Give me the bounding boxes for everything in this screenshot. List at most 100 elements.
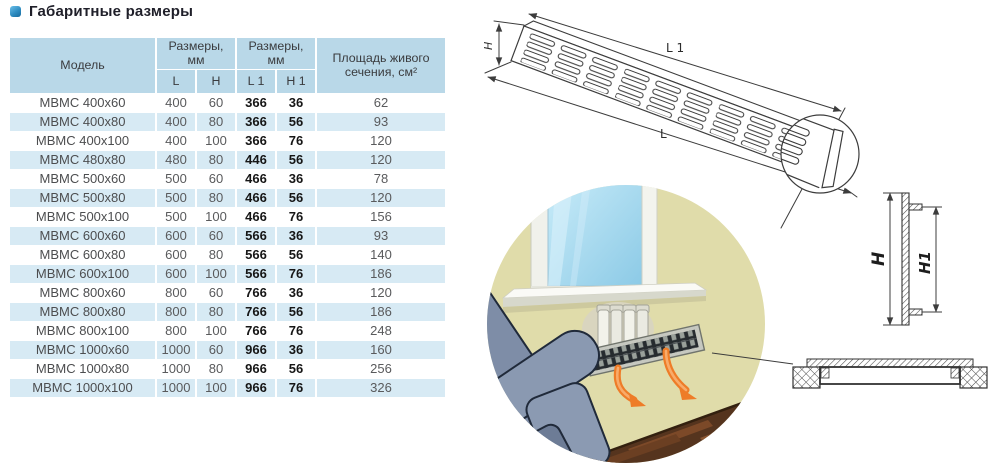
cell-area: 93 (317, 226, 446, 245)
iso-grille-drawing: H L 1 L (482, 13, 860, 229)
cell-l: 600 (157, 226, 195, 245)
cell-l: 800 (165, 323, 187, 339)
table-row: МВМС 1000x100 1000 100 966 76 326 (10, 378, 446, 397)
section-header: Габаритные размеры (10, 3, 193, 20)
cell-l1: 566 (237, 226, 276, 245)
table-row: МВМС 480x80 480 80 446 56 120 (10, 150, 446, 169)
table-row: МВМС 800x60 800 60 766 36 120 (10, 284, 445, 302)
iso-label-l: L (660, 127, 667, 141)
cell-l: 500 (165, 171, 187, 187)
iso-label-l1: L 1 (666, 41, 684, 55)
col-header-h1: H 1 (277, 69, 316, 93)
leader-to-profile (780, 188, 803, 229)
cell-h: 60 (208, 285, 224, 301)
profile-label-h1: H1 (916, 251, 934, 274)
cell-h: 80 (208, 247, 224, 263)
cell-model: МВМС 1000x80 (35, 361, 130, 377)
cell-l: 600 (165, 247, 187, 263)
cell-l1: 766 (237, 302, 276, 321)
cell-h1: 36 (277, 340, 316, 359)
cell-h1: 56 (277, 302, 316, 321)
airflow-arrows (613, 347, 697, 407)
cell-model: МВМС 500x60 (39, 171, 126, 187)
cell-l1: 366 (245, 133, 267, 149)
cell-model: МВМС 600x60 (10, 226, 155, 245)
cell-l1: 566 (245, 247, 267, 263)
section-bullet-icon (10, 6, 21, 17)
cell-h1: 76 (288, 133, 304, 149)
table-row: МВМС 1000x80 1000 80 966 56 256 (10, 360, 445, 378)
cell-model: МВМС 600x80 (39, 247, 126, 263)
table-row: МВМС 1000x60 1000 60 966 36 160 (10, 340, 446, 359)
table-row: МВМС 500x60 500 60 466 36 78 (10, 170, 445, 188)
col-header-l1: L 1 (237, 69, 276, 93)
cell-h: 100 (197, 264, 236, 283)
cell-h: 100 (205, 323, 227, 339)
cell-h: 60 (208, 171, 224, 187)
cell-h: 100 (205, 133, 227, 149)
table-row: МВМС 400x80 400 80 366 56 93 (10, 112, 446, 131)
table-row: МВМС 500x80 500 80 466 56 120 (10, 188, 446, 207)
cell-model: МВМС 800x60 (39, 285, 126, 301)
cell-area: 140 (370, 247, 392, 263)
cell-l: 400 (157, 112, 195, 131)
cell-h1: 56 (277, 188, 316, 207)
cell-l1: 466 (237, 188, 276, 207)
cell-l1: 966 (237, 378, 276, 397)
cell-l1: 566 (237, 264, 276, 283)
col-header-h: H (197, 69, 236, 93)
cell-l1: 366 (237, 112, 276, 131)
cell-area: 248 (370, 323, 392, 339)
cell-h1: 36 (288, 285, 304, 301)
cell-h: 80 (197, 150, 236, 169)
cell-l1: 466 (245, 209, 267, 225)
cell-l: 1000 (161, 361, 191, 377)
cell-model: МВМС 480x80 (10, 150, 155, 169)
table-row: МВМС 600x100 600 100 566 76 186 (10, 264, 446, 283)
cell-model: МВМС 800x80 (10, 302, 155, 321)
cell-h1: 36 (277, 226, 316, 245)
table-row: МВМС 400x60 400 60 366 36 62 (10, 94, 445, 112)
cell-h1: 36 (288, 95, 304, 111)
cell-area: 93 (317, 112, 446, 131)
table-row: МВМС 400x100 400 100 366 76 120 (10, 132, 445, 150)
cell-h: 100 (205, 209, 227, 225)
cell-area: 120 (370, 285, 392, 301)
cell-l1: 766 (245, 323, 267, 339)
magnifier-circle (780, 114, 860, 194)
cell-h: 60 (197, 226, 236, 245)
cell-model: МВМС 500x100 (35, 209, 130, 225)
table-row: МВМС 800x100 800 100 766 76 248 (10, 322, 445, 340)
cell-h: 80 (197, 188, 236, 207)
col-header-dims-2: Размеры, мм (237, 38, 316, 69)
cell-area: 160 (317, 340, 446, 359)
cell-h1: 56 (277, 112, 316, 131)
cell-area: 156 (370, 209, 392, 225)
table-row: МВМС 800x80 800 80 766 56 186 (10, 302, 446, 321)
cell-model: МВМС 1000x100 (10, 378, 155, 397)
cell-h1: 36 (288, 171, 304, 187)
cell-area: 186 (317, 302, 446, 321)
cell-l: 500 (157, 188, 195, 207)
cell-h1: 56 (277, 150, 316, 169)
cell-model: МВМС 400x60 (39, 95, 126, 111)
cell-model: МВМС 1000x60 (10, 340, 155, 359)
cell-h: 80 (197, 302, 236, 321)
col-header-area: Площадь живого сечения, см² (317, 38, 446, 93)
col-header-model: Модель (10, 38, 155, 93)
cell-l1: 446 (237, 150, 276, 169)
leader-to-section (711, 352, 794, 365)
cell-l: 500 (165, 209, 187, 225)
table-row: МВМС 500x100 500 100 466 76 156 (10, 208, 445, 226)
cell-area: 120 (317, 150, 446, 169)
cell-area: 186 (317, 264, 446, 283)
section-title: Габаритные размеры (29, 3, 194, 20)
table-row: МВМС 600x80 600 80 566 56 140 (10, 246, 445, 264)
col-header-dims-1: Размеры, мм (157, 38, 236, 69)
cell-h: 80 (197, 112, 236, 131)
table-row: МВМС 600x60 600 60 566 36 93 (10, 226, 446, 245)
cell-l: 800 (157, 302, 195, 321)
cell-h1: 76 (288, 209, 304, 225)
